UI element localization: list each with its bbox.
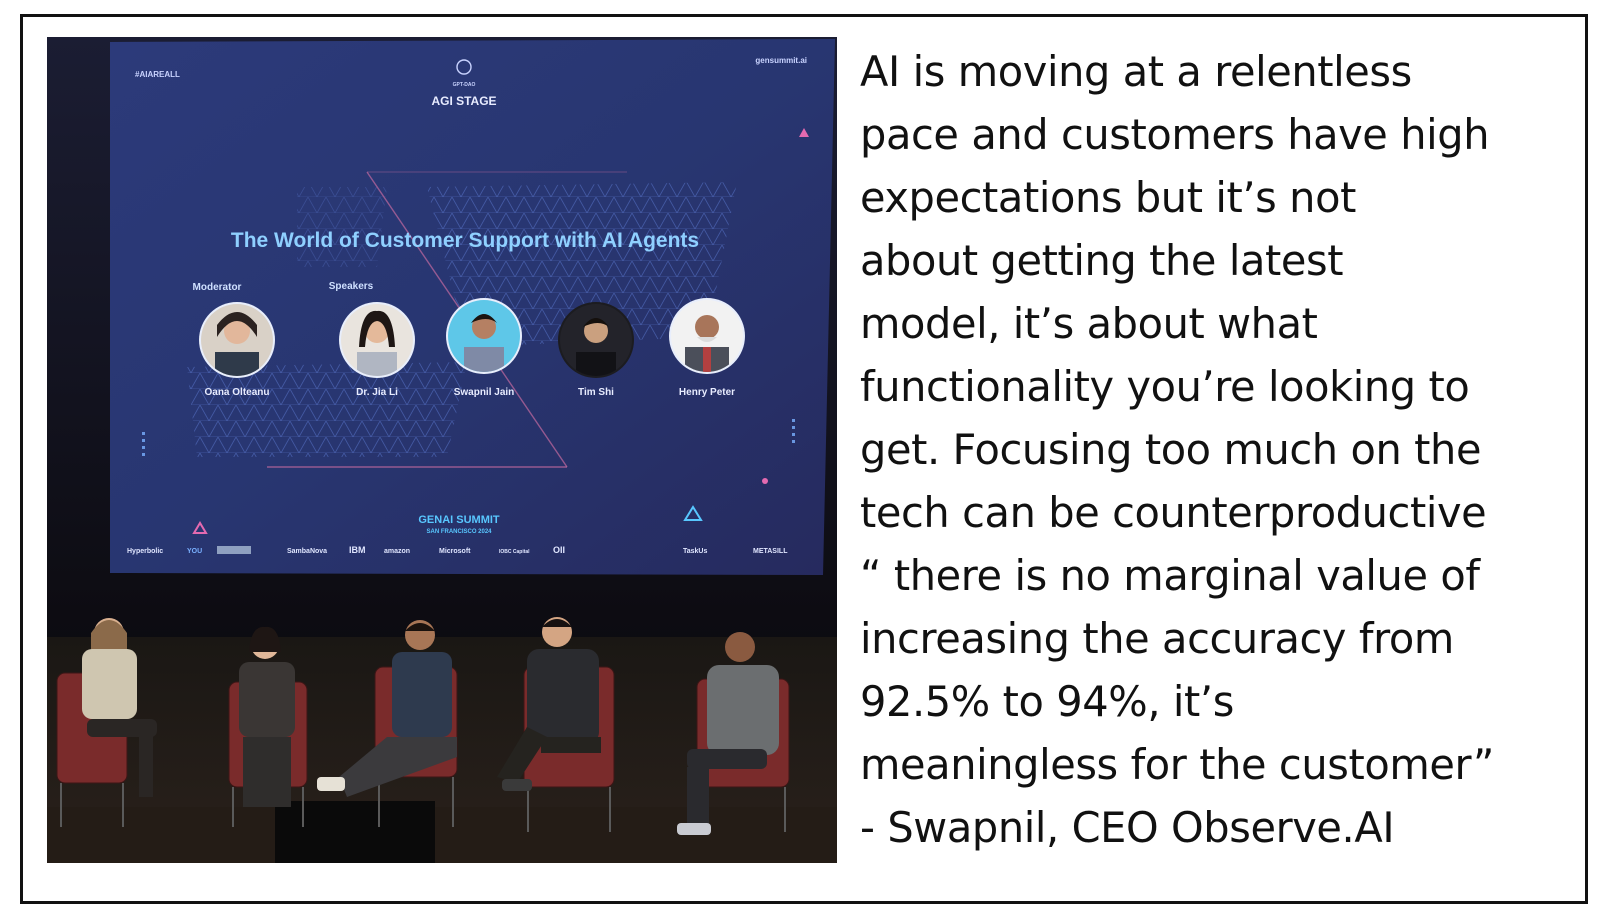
sponsor-1: Hyperbolic <box>127 548 163 555</box>
quote-line-3: expectations but it’s not <box>860 173 1356 222</box>
panelist-4 <box>497 617 601 791</box>
quote-line-11: 92.5% to 94%, it’s <box>860 677 1234 726</box>
quote-line-12: meaningless for the customer” <box>860 740 1494 789</box>
speaker-name-5: Henry Peter <box>679 387 735 398</box>
portrait-henry <box>669 298 745 374</box>
portrait-swapnil <box>446 298 522 374</box>
sponsor-strip: Hyperbolic YOU SambaNova IBM amazon Micr… <box>127 545 788 555</box>
screen-moderator-label: Moderator <box>193 282 242 293</box>
triangle-marker-icon <box>192 521 208 534</box>
screen-title: The World of Customer Support with AI Ag… <box>231 229 699 252</box>
quote-attribution: - Swapnil, CEO Observe.AI <box>860 803 1395 852</box>
sponsor-3: SambaNova <box>287 548 327 555</box>
speaker-name-1: Oana Olteanu <box>204 387 269 398</box>
portrait-oana <box>199 302 275 378</box>
sponsor-9: TaskUs <box>683 548 707 555</box>
panelist-1 <box>82 618 157 797</box>
quote-line-1: AI is moving at a relentless <box>860 47 1412 96</box>
screen-speakers-label: Speakers <box>329 281 374 292</box>
event-sub: SAN FRANCISCO 2024 <box>426 529 492 535</box>
screen-hashtag: #AIAREALL <box>135 70 180 79</box>
panelist-5 <box>677 632 779 835</box>
sponsor-2: YOU <box>187 548 202 555</box>
screen-logo-text: GPT-DAO <box>453 82 476 88</box>
quote-line-9: “ there is no marginal value of <box>860 551 1480 600</box>
quote-line-5: model, it’s about what <box>860 299 1318 348</box>
sponsor-7: IOBC Capital <box>499 549 530 555</box>
brain-logo-icon <box>456 59 472 75</box>
portrait-tim <box>558 302 634 378</box>
quote-line-2: pace and customers have high <box>860 110 1490 159</box>
quote-line-4: about getting the latest <box>860 236 1344 285</box>
panelist-2 <box>239 626 295 807</box>
sponsor-10: METASILL <box>753 548 788 555</box>
sponsor-5: amazon <box>384 548 410 555</box>
portrait-jia <box>339 302 415 378</box>
screen-stage: AGI STAGE <box>431 94 496 108</box>
triangle-marker-icon <box>683 505 703 521</box>
quote-line-7: get. Focusing too much on the <box>860 425 1482 474</box>
panelist-3 <box>317 620 457 797</box>
sponsor-6: Microsoft <box>439 548 471 555</box>
quote-line-10: increasing the accuracy from <box>860 614 1454 663</box>
panel-photo: #AIAREALL gensummit.ai GPT-DAO AGI STAGE… <box>47 37 837 863</box>
dot-marker-icon <box>762 478 768 484</box>
screen-url: gensummit.ai <box>755 56 807 65</box>
projection-screen: #AIAREALL gensummit.ai GPT-DAO AGI STAGE… <box>110 39 835 575</box>
speaker-name-3: Swapnil Jain <box>454 387 515 398</box>
speaker-name-4: Tim Shi <box>578 387 614 398</box>
quote-line-8: tech can be counterproductive <box>860 488 1487 537</box>
quote-line-6: functionality you’re looking to <box>860 362 1470 411</box>
triangle-marker-icon <box>799 128 809 137</box>
sponsor-8: OII <box>553 545 565 555</box>
event-name: GENAI SUMMIT <box>418 514 500 526</box>
speaker-name-2: Dr. Jia Li <box>356 387 398 398</box>
sponsor-4: IBM <box>349 545 366 555</box>
quote-text: AI is moving at a relentless pace and cu… <box>860 40 1560 859</box>
